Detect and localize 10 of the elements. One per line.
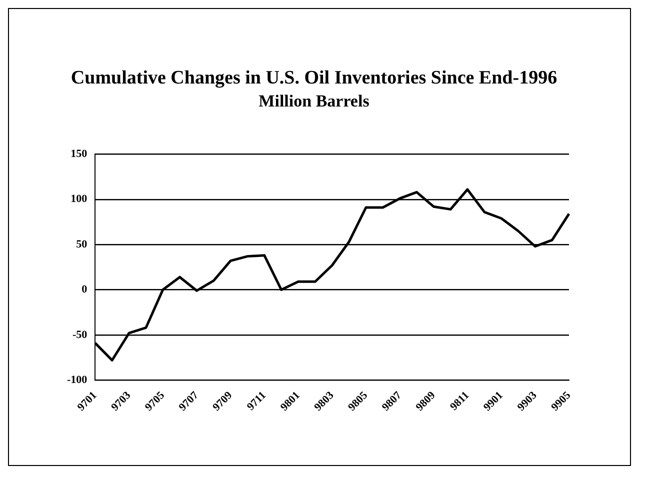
chart-title: Cumulative Changes in U.S. Oil Inventories Since End-1996: [70, 67, 558, 88]
y-tick-label: -100: [66, 374, 88, 386]
y-tick-label: 50: [76, 238, 88, 250]
x-tick-label: 9811: [448, 389, 472, 414]
y-tick-label: 0: [82, 284, 88, 296]
chart-subtitle: Million Barrels: [258, 91, 370, 110]
y-tick-label: 100: [70, 193, 88, 206]
x-tick-label: 9711: [244, 389, 269, 414]
y-tick-label: -50: [72, 328, 88, 341]
y-tick-label: 150: [70, 148, 88, 160]
